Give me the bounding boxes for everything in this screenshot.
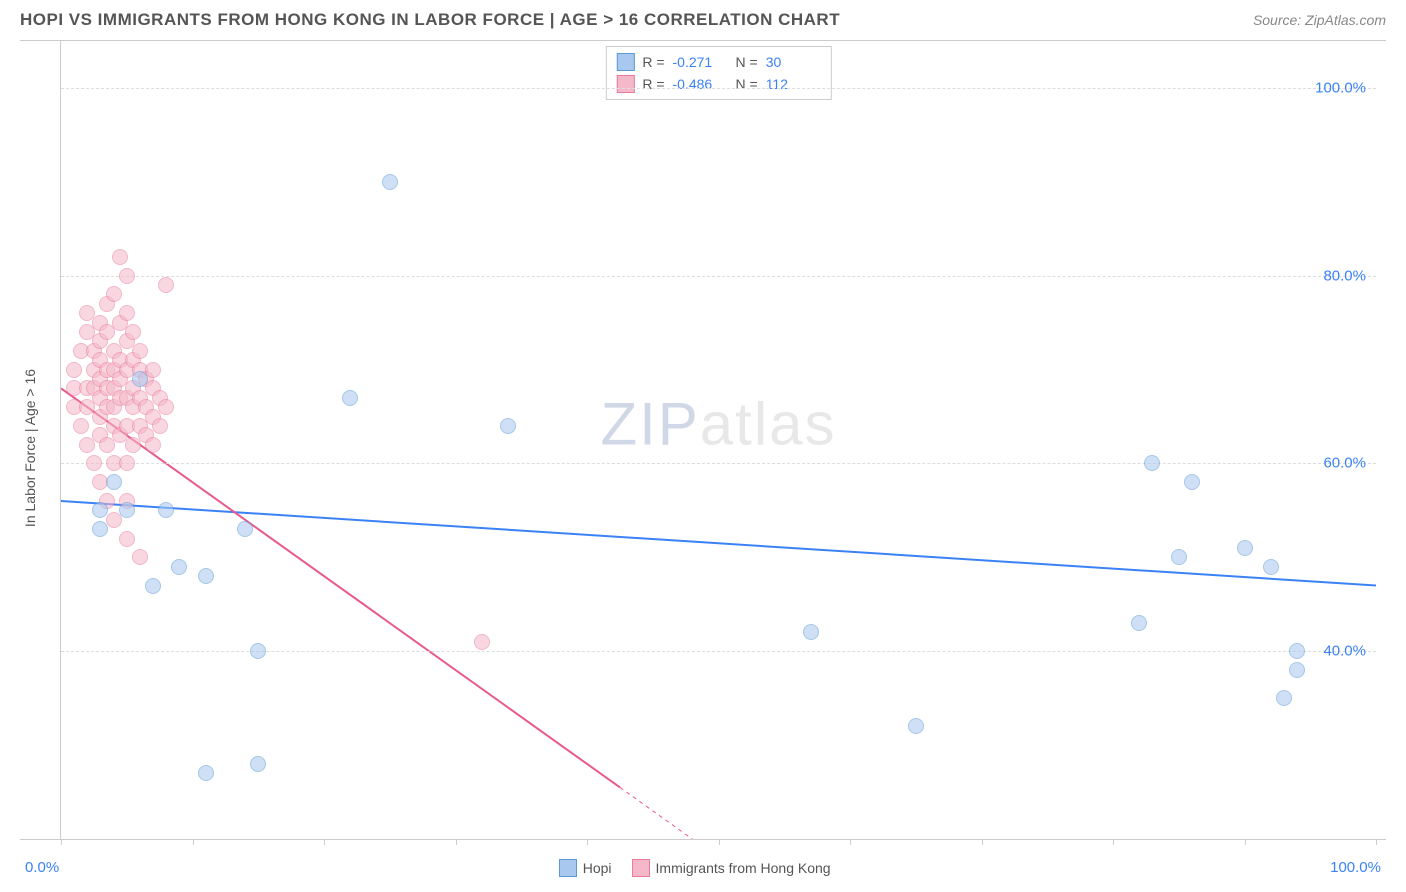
stats-swatch-1 [616, 53, 634, 71]
legend-swatch-2 [632, 859, 650, 877]
stats-n-label-2: N = [736, 76, 758, 92]
x-tick [850, 839, 851, 845]
stats-row-1: R = -0.271 N = 30 [616, 51, 820, 73]
scatter-point [237, 521, 253, 537]
legend: Hopi Immigrants from Hong Kong [559, 859, 831, 877]
x-axis-max-label: 100.0% [1330, 859, 1381, 876]
scatter-point [250, 756, 266, 772]
x-tick [719, 839, 720, 845]
watermark-zip: ZIP [600, 391, 699, 458]
scatter-point [119, 268, 135, 284]
x-tick [1113, 839, 1114, 845]
scatter-point [158, 502, 174, 518]
x-tick [456, 839, 457, 845]
y-tick-label: 80.0% [1323, 267, 1366, 284]
scatter-point [119, 305, 135, 321]
watermark-atlas: atlas [700, 391, 837, 458]
chart-title: HOPI VS IMMIGRANTS FROM HONG KONG IN LAB… [20, 10, 840, 30]
scatter-point [132, 371, 148, 387]
x-tick [324, 839, 325, 845]
watermark: ZIPatlas [600, 390, 836, 459]
legend-label-1: Hopi [583, 860, 612, 876]
x-tick [1376, 839, 1377, 845]
scatter-point [73, 418, 89, 434]
scatter-point [92, 502, 108, 518]
scatter-point [66, 362, 82, 378]
scatter-point [1144, 455, 1160, 471]
scatter-point [1131, 615, 1147, 631]
scatter-point [106, 474, 122, 490]
scatter-point [145, 578, 161, 594]
legend-swatch-1 [559, 859, 577, 877]
x-tick [61, 839, 62, 845]
gridline [61, 463, 1376, 464]
scatter-point [803, 624, 819, 640]
scatter-point [145, 362, 161, 378]
stats-box: R = -0.271 N = 30 R = -0.486 N = 112 [605, 46, 831, 100]
scatter-point [92, 521, 108, 537]
gridline [61, 276, 1376, 277]
scatter-point [145, 437, 161, 453]
x-tick [587, 839, 588, 845]
scatter-point [500, 418, 516, 434]
scatter-point [119, 455, 135, 471]
scatter-point [158, 277, 174, 293]
x-tick [1245, 839, 1246, 845]
scatter-point [125, 324, 141, 340]
scatter-point [1276, 690, 1292, 706]
chart-container: In Labor Force | Age > 16 ZIPatlas R = -… [20, 40, 1386, 840]
stats-swatch-2 [616, 75, 634, 93]
scatter-point [908, 718, 924, 734]
stats-r-value-1: -0.271 [673, 54, 728, 70]
scatter-point [342, 390, 358, 406]
source-label: Source: ZipAtlas.com [1253, 12, 1386, 28]
stats-r-label-2: R = [642, 76, 664, 92]
scatter-point [119, 531, 135, 547]
stats-r-label-1: R = [642, 54, 664, 70]
scatter-point [250, 643, 266, 659]
gridline [61, 88, 1376, 89]
scatter-point [1171, 549, 1187, 565]
y-tick-label: 100.0% [1315, 79, 1366, 96]
scatter-point [152, 418, 168, 434]
legend-label-2: Immigrants from Hong Kong [656, 860, 831, 876]
scatter-point [1237, 540, 1253, 556]
x-tick [982, 839, 983, 845]
footer: 0.0% Hopi Immigrants from Hong Kong 100.… [0, 850, 1406, 885]
scatter-point [1289, 643, 1305, 659]
stats-n-value-1: 30 [766, 54, 821, 70]
scatter-point [198, 765, 214, 781]
scatter-point [198, 568, 214, 584]
legend-item-2: Immigrants from Hong Kong [632, 859, 831, 877]
y-tick-label: 40.0% [1323, 643, 1366, 660]
scatter-point [1184, 474, 1200, 490]
scatter-point [382, 174, 398, 190]
stats-row-2: R = -0.486 N = 112 [616, 73, 820, 95]
plot-area: ZIPatlas R = -0.271 N = 30 R = -0.486 N … [60, 41, 1376, 839]
x-axis-min-label: 0.0% [25, 859, 59, 876]
scatter-point [112, 249, 128, 265]
x-tick [193, 839, 194, 845]
scatter-point [474, 634, 490, 650]
scatter-point [1263, 559, 1279, 575]
scatter-point [132, 343, 148, 359]
scatter-point [158, 399, 174, 415]
stats-n-label-1: N = [736, 54, 758, 70]
legend-item-1: Hopi [559, 859, 612, 877]
y-axis-label: In Labor Force | Age > 16 [22, 369, 38, 527]
stats-n-value-2: 112 [766, 76, 821, 92]
scatter-point [1289, 662, 1305, 678]
scatter-point [119, 502, 135, 518]
scatter-point [132, 549, 148, 565]
scatter-point [171, 559, 187, 575]
trend-lines-svg [61, 41, 1376, 839]
y-tick-label: 60.0% [1323, 455, 1366, 472]
scatter-point [106, 286, 122, 302]
scatter-point [86, 455, 102, 471]
stats-r-value-2: -0.486 [673, 76, 728, 92]
